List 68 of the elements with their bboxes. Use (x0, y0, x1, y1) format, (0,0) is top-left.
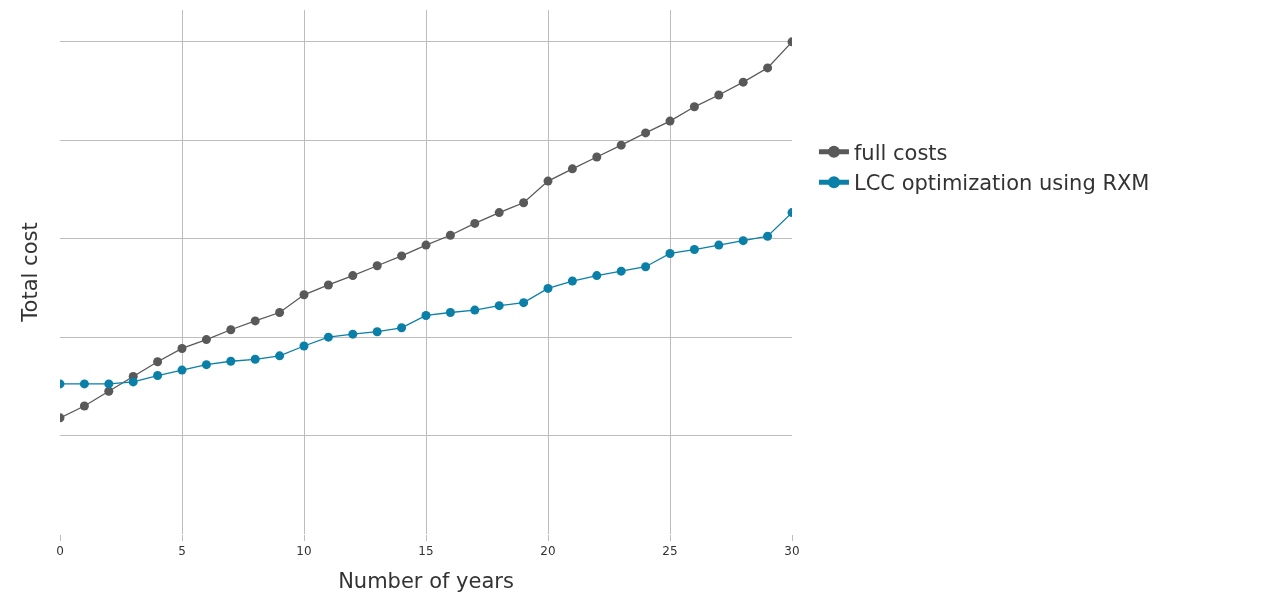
point (592, 152, 602, 162)
x-tick-label: 10 (296, 544, 312, 559)
x-tick-label: 15 (418, 544, 434, 559)
point (689, 102, 699, 112)
point (665, 248, 675, 258)
point (689, 245, 699, 255)
point (153, 371, 163, 381)
point (177, 365, 187, 375)
point (421, 240, 431, 250)
point (79, 379, 89, 389)
point (104, 386, 114, 396)
point (470, 218, 480, 228)
point (372, 261, 382, 271)
point (250, 354, 260, 364)
point (543, 176, 553, 186)
point (104, 379, 114, 389)
point (641, 262, 651, 272)
point (567, 276, 577, 286)
legend-label: full costs (853, 141, 948, 166)
point (299, 290, 309, 300)
point (519, 198, 529, 208)
point (494, 208, 504, 218)
point (177, 343, 187, 353)
point (275, 351, 285, 361)
point (763, 231, 773, 241)
point (665, 116, 675, 126)
y-axis-title: Total cost (18, 222, 43, 323)
point (543, 283, 553, 293)
point (153, 357, 163, 367)
point (323, 332, 333, 342)
point (592, 271, 602, 281)
point (714, 240, 724, 250)
point (738, 77, 748, 87)
point (201, 360, 211, 370)
point (79, 401, 89, 411)
x-axis-title: Number of years (338, 568, 514, 593)
point (372, 327, 382, 337)
point (738, 236, 748, 246)
point (226, 356, 236, 366)
point (397, 323, 407, 333)
point (494, 301, 504, 311)
point (567, 164, 577, 174)
x-tick-label: 5 (178, 544, 186, 559)
point (397, 251, 407, 261)
point (348, 271, 358, 281)
point (763, 63, 773, 73)
point (519, 298, 529, 308)
x-tick-label: 25 (662, 544, 678, 559)
point (348, 329, 358, 339)
point (201, 335, 211, 345)
x-tick-label: 30 (784, 544, 800, 559)
point (128, 377, 138, 387)
point (445, 230, 455, 240)
point (421, 310, 431, 320)
legend-label: LCC optimization using RXM (853, 171, 1150, 196)
point (641, 128, 651, 138)
point (616, 266, 626, 276)
point (445, 308, 455, 318)
x-tick-label: 0 (56, 544, 64, 559)
point (250, 316, 260, 326)
point (470, 305, 480, 315)
point (275, 308, 285, 318)
point (299, 341, 309, 351)
x-tick-label: 20 (540, 544, 556, 559)
point (226, 325, 236, 335)
point (323, 280, 333, 290)
point (714, 90, 724, 100)
point (616, 140, 626, 150)
